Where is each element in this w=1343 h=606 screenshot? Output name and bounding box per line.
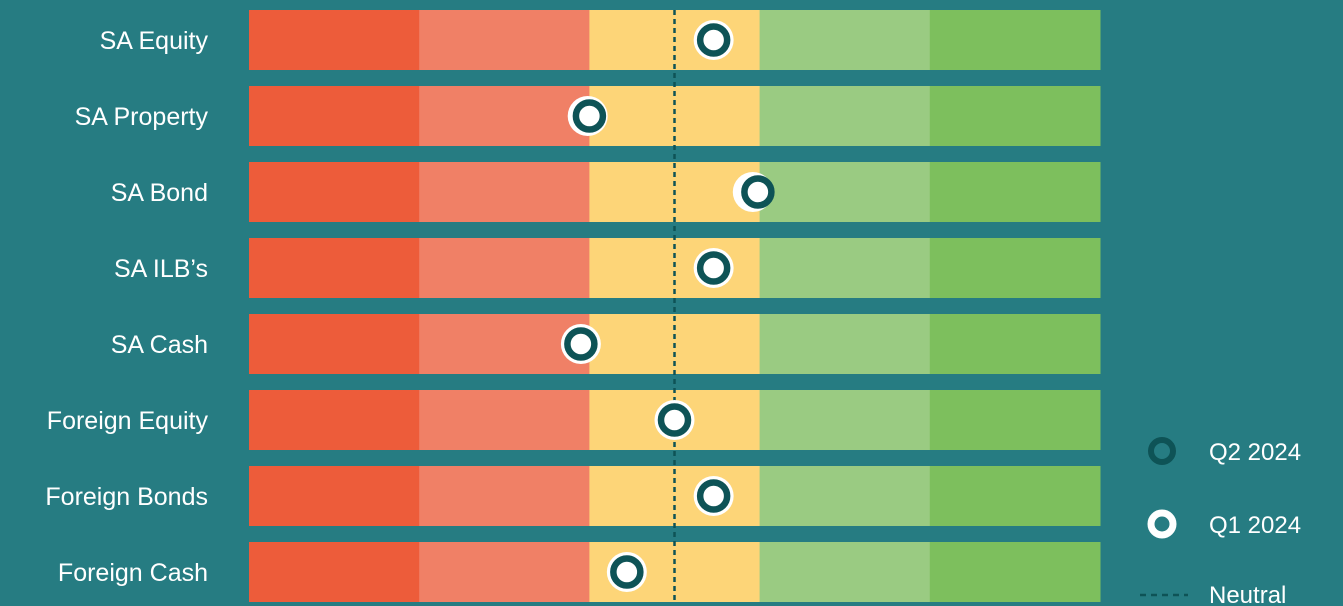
zone-segment-1: [249, 86, 420, 146]
row-foreign-cash: Foreign Cash: [58, 542, 1101, 602]
zone-segment-1: [249, 314, 420, 374]
row-sa-equity: SA Equity: [100, 10, 1101, 70]
marker-q1-2024: [572, 99, 607, 133]
row-label: Foreign Cash: [58, 559, 208, 587]
marker-q1-2024: [741, 175, 775, 209]
zone-segment-4: [759, 314, 931, 374]
row-label: Foreign Bonds: [45, 483, 208, 511]
legend-white-ring-icon: [1147, 509, 1177, 539]
zone-segment-2: [419, 466, 590, 526]
zone-segment-4: [759, 390, 931, 450]
zone-segment-1: [249, 162, 420, 222]
row-sa-ilb-s: SA ILB’s: [114, 238, 1101, 298]
zone-segment-1: [249, 238, 420, 298]
zone-segment-5: [929, 466, 1101, 526]
row-label: SA ILB’s: [114, 255, 208, 283]
zone-segment-2: [419, 238, 590, 298]
zone-segment-4: [759, 86, 931, 146]
zone-segment-5: [929, 86, 1101, 146]
zone-segment-4: [759, 162, 931, 222]
marker-q1-2024: [696, 23, 731, 57]
zone-segment-1: [249, 542, 420, 602]
zone-segment-5: [929, 314, 1101, 374]
chart-rows: SA Equity SA Property SA Bond SA ILB’s SA Ca…: [45, 10, 1101, 602]
zone-segment-4: [759, 466, 931, 526]
row-foreign-equity: Foreign Equity: [47, 390, 1101, 450]
zone-segment-4: [759, 542, 931, 602]
zone-segment-5: [929, 390, 1101, 450]
marker-q1-2024: [564, 327, 598, 361]
row-label: SA Equity: [100, 27, 209, 55]
row-label: SA Property: [75, 103, 209, 131]
zone-segment-2: [419, 86, 590, 146]
zone-segment-2: [419, 162, 590, 222]
zone-segment-1: [249, 390, 420, 450]
row-label: SA Bond: [111, 179, 208, 207]
row-sa-bond: SA Bond: [111, 162, 1101, 222]
zone-segment-5: [929, 542, 1101, 602]
legend-item-q1-2024: Q1 2024: [1147, 509, 1301, 539]
marker-q1-2024: [610, 555, 644, 589]
marker-q1-2024: [696, 251, 731, 285]
zone-segment-2: [419, 390, 590, 450]
row-foreign-bonds: Foreign Bonds: [45, 466, 1101, 526]
marker-q1-2024: [696, 479, 731, 513]
zone-segment-1: [249, 466, 420, 526]
zone-segment-5: [929, 162, 1101, 222]
chart-markers: [560, 20, 775, 592]
marker-q1-2024: [657, 403, 692, 437]
legend-dark-ring-icon: [1148, 437, 1176, 465]
row-label: Foreign Equity: [47, 407, 209, 435]
zone-segment-5: [929, 238, 1101, 298]
zone-segment-1: [249, 10, 420, 70]
row-label: SA Cash: [111, 331, 208, 359]
legend-item-neutral: Neutral: [1140, 582, 1286, 606]
zone-segment-4: [759, 238, 931, 298]
row-sa-cash: SA Cash: [111, 314, 1101, 374]
legend: Q2 2024 Q1 2024 Neutral: [1140, 437, 1301, 606]
legend-label: Neutral: [1209, 582, 1286, 606]
legend-label: Q2 2024: [1209, 439, 1301, 466]
legend-item-q2-2024: Q2 2024: [1148, 437, 1301, 466]
zone-segment-2: [419, 542, 590, 602]
zone-segment-5: [929, 10, 1101, 70]
zone-segment-4: [759, 10, 931, 70]
zone-segment-2: [419, 10, 590, 70]
legend-label: Q1 2024: [1209, 512, 1301, 539]
